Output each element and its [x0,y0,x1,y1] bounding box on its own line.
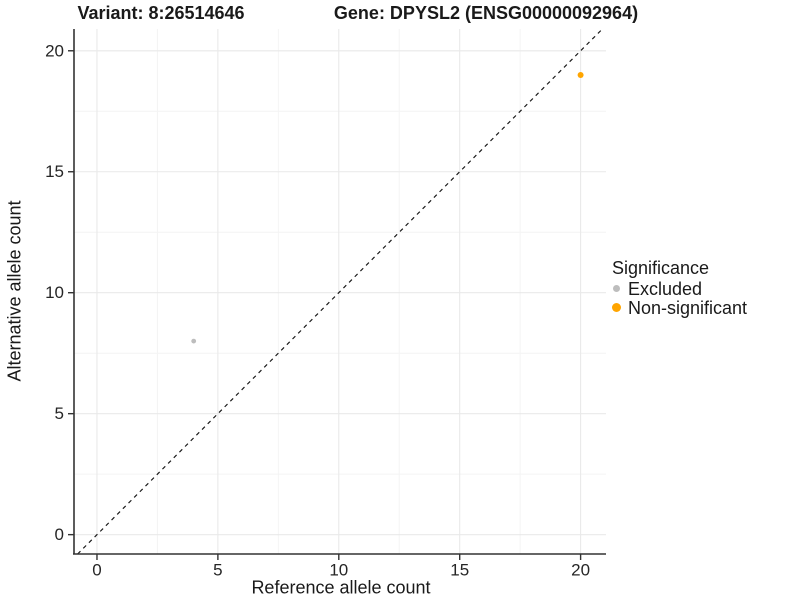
non-significant-point-swatch [612,303,621,312]
legend-item-excluded: Excluded [612,278,747,299]
plot-title-gene: Gene: DPYSL2 (ENSG00000092964) [333,3,639,23]
plot-title-variant: Variant: 8:26514646 [77,3,245,23]
legend-item-label: Excluded [628,278,703,299]
y-tick-label: 0 [55,525,64,544]
excluded-point-swatch [613,285,620,292]
x-tick-label: 20 [571,561,590,580]
x-axis-label: Reference allele count [251,577,431,598]
x-tick-label: 0 [92,561,101,580]
legend: Significance Excluded Non-significant [612,258,748,318]
legend-item-non-significant: Non-significant [612,297,748,318]
x-tick-label: 15 [450,561,469,580]
y-tick-label: 15 [45,162,64,181]
y-axis-label: Alternative allele count [4,200,25,382]
data-point-non-significant [577,71,584,78]
legend-item-label: Non-significant [628,297,748,318]
legend-title: Significance [612,258,710,278]
identity-line [77,28,603,555]
y-tick-label: 10 [45,283,64,302]
y-tick-label: 20 [45,41,64,60]
x-tick-label: 10 [329,561,348,580]
data-point-excluded [191,338,197,344]
y-tick-label: 5 [55,404,64,423]
x-tick-label: 5 [213,561,222,580]
